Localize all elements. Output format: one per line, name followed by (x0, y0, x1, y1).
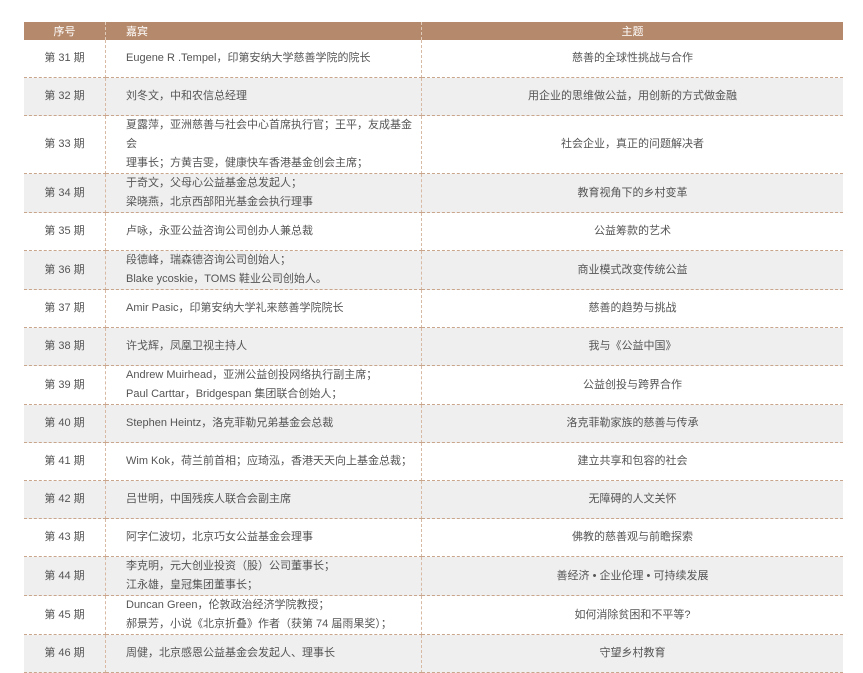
guest-cell: 于奇文，父母心公益基金总发起人； 梁晓燕，北京西部阳光基金会执行理事 (105, 173, 422, 213)
guest-cell: Eugene R .Tempel，印第安纳大学慈善学院的院长 (105, 40, 422, 78)
issue-number: 第 36 期 (24, 250, 106, 290)
table-row: 第 38 期 许戈辉，凤凰卫视主持人 我与《公益中国》 (24, 327, 843, 366)
guest-cell: 阿字仁波切，北京巧女公益基金会理事 (105, 518, 422, 557)
header-topic: 主题 (421, 22, 843, 40)
table-row: 第 39 期 Andrew Muirhead，亚洲公益创投网络执行副主席； Paul… (24, 365, 843, 405)
table-row: 第 44 期 李克明，元大创业投资（股）公司董事长； 江永雄，皇冠集团董事长； 善经济… (24, 556, 843, 596)
table-row: 第 34 期 于奇文，父母心公益基金总发起人； 梁晓燕，北京西部阳光基金会执行理事 教… (24, 173, 843, 213)
topic: 无障碍的人文关怀 (421, 480, 843, 519)
guest-cell: 夏露萍，亚洲慈善与社会中心首席执行官；王平，友成基金会理事长；方黄吉雯，健康快车… (105, 115, 422, 174)
guest-cell: 段德峰，瑞森德咨询公司创始人； Blake ycoskie，TOMS 鞋业公司创始… (105, 250, 422, 290)
guest-line: 刘冬文，中和农信总经理 (126, 90, 247, 102)
topic: 慈善的趋势与挑战 (421, 289, 843, 328)
table-row: 第 45 期 Duncan Green，伦敦政治经济学院教授； 郝景芳，小说《北京折… (24, 595, 843, 635)
guest-line: Wim Kok，荷兰前首相；应琦泓，香港天天向上基金总裁； (126, 455, 412, 467)
guest-cell: Wim Kok，荷兰前首相；应琦泓，香港天天向上基金总裁； (105, 442, 422, 481)
topic: 我与《公益中国》 (421, 327, 843, 366)
issue-number: 第 40 期 (24, 404, 106, 443)
issue-number: 第 41 期 (24, 442, 106, 481)
table-header: 序号 嘉宾 主题 (24, 22, 843, 40)
issue-number: 第 32 期 (24, 77, 106, 116)
guest-cell: Andrew Muirhead，亚洲公益创投网络执行副主席； Paul Cartt… (105, 365, 422, 405)
topic: 善经济 • 企业伦理 • 可持续发展 (421, 556, 843, 596)
topic: 洛克菲勒家族的慈善与传承 (421, 404, 843, 443)
guest-cell: 许戈辉，凤凰卫视主持人 (105, 327, 422, 366)
guest-line: 阿字仁波切，北京巧女公益基金会理事 (126, 531, 313, 543)
issue-number: 第 31 期 (24, 40, 106, 78)
topic: 社会企业，真正的问题解决者 (421, 115, 843, 174)
guest-line: 于奇文，父母心公益基金总发起人； (126, 177, 302, 189)
topic: 佛教的慈善观与前瞻探索 (421, 518, 843, 557)
guest-line: 梁晓燕，北京西部阳光基金会执行理事 (126, 196, 313, 208)
guest-cell: Stephen Heintz，洛克菲勒兄弟基金会总裁 (105, 404, 422, 443)
issue-number: 第 43 期 (24, 518, 106, 557)
guest-cell: 卢咏，永亚公益咨询公司创办人兼总裁 (105, 212, 422, 251)
guest-cell: 刘冬文，中和农信总经理 (105, 77, 422, 116)
issue-number: 第 34 期 (24, 173, 106, 213)
topic: 教育视角下的乡村变革 (421, 173, 843, 213)
guest-line: 吕世明，中国残疾人联合会副主席 (126, 493, 291, 505)
issue-number: 第 33 期 (24, 115, 106, 174)
lecture-table: 序号 嘉宾 主题 第 31 期 Eugene R .Tempel，印第安纳大学慈善… (24, 22, 843, 673)
issue-number: 第 35 期 (24, 212, 106, 251)
topic: 慈善的全球性挑战与合作 (421, 40, 843, 78)
table-row: 第 32 期 刘冬文，中和农信总经理 用企业的思维做公益，用创新的方式做金融 (24, 77, 843, 116)
guest-line: Amir Pasic，印第安纳大学礼来慈善学院院长 (126, 302, 344, 314)
guest-line: 周健，北京感恩公益基金会发起人、理事长 (126, 647, 335, 659)
guest-line: Stephen Heintz，洛克菲勒兄弟基金会总裁 (126, 417, 334, 429)
guest-line: Paul Carttar，Bridgespan 集团联合创始人； (126, 388, 343, 400)
issue-number: 第 42 期 (24, 480, 106, 519)
table-row: 第 42 期 吕世明，中国残疾人联合会副主席 无障碍的人文关怀 (24, 480, 843, 519)
issue-number: 第 44 期 (24, 556, 106, 596)
topic: 建立共享和包容的社会 (421, 442, 843, 481)
guest-line: 许戈辉，凤凰卫视主持人 (126, 340, 247, 352)
table-row: 第 35 期 卢咏，永亚公益咨询公司创办人兼总裁 公益筹款的艺术 (24, 212, 843, 251)
table-row: 第 31 期 Eugene R .Tempel，印第安纳大学慈善学院的院长 慈善的全… (24, 40, 843, 78)
guest-line: Andrew Muirhead，亚洲公益创投网络执行副主席； (126, 369, 378, 381)
topic: 如何消除贫困和不平等? (421, 595, 843, 635)
topic: 公益筹款的艺术 (421, 212, 843, 251)
issue-number: 第 38 期 (24, 327, 106, 366)
guest-line: Duncan Green，伦敦政治经济学院教授； (126, 599, 330, 611)
topic: 用企业的思维做公益，用创新的方式做金融 (421, 77, 843, 116)
table-row: 第 37 期 Amir Pasic，印第安纳大学礼来慈善学院院长 慈善的趋势与挑战 (24, 289, 843, 328)
table-row: 第 33 期夏露萍，亚洲慈善与社会中心首席执行官；王平，友成基金会理事长；方黄吉… (24, 115, 843, 174)
table-row: 第 41 期 Wim Kok，荷兰前首相；应琦泓，香港天天向上基金总裁； 建立共享和… (24, 442, 843, 481)
guest-cell: 吕世明，中国残疾人联合会副主席 (105, 480, 422, 519)
issue-number: 第 39 期 (24, 365, 106, 405)
guest-line: Blake ycoskie，TOMS 鞋业公司创始人。 (126, 273, 327, 285)
topic: 公益创投与跨界合作 (421, 365, 843, 405)
guest-cell: 李克明，元大创业投资（股）公司董事长； 江永雄，皇冠集团董事长； (105, 556, 422, 596)
guest-cell: Amir Pasic，印第安纳大学礼来慈善学院院长 (105, 289, 422, 328)
guest-line: 夏露萍，亚洲慈善与社会中心首席执行官；王平，友成基金会 (126, 119, 412, 150)
issue-number: 第 45 期 (24, 595, 106, 635)
guest-line: 李克明，元大创业投资（股）公司董事长； (126, 560, 335, 572)
topic: 商业模式改变传统公益 (421, 250, 843, 290)
guest-line: 郝景芳，小说《北京折叠》作者（获第 74 届雨果奖）； (126, 618, 392, 630)
guest-line: 卢咏，永亚公益咨询公司创办人兼总裁 (126, 225, 313, 237)
guest-line: 理事长；方黄吉雯，健康快车香港基金创会主席； (126, 157, 368, 169)
table-row: 第 40 期 Stephen Heintz，洛克菲勒兄弟基金会总裁 洛克菲勒家族的慈… (24, 404, 843, 443)
guest-line: 段德峰，瑞森德咨询公司创始人； (126, 254, 291, 266)
issue-number: 第 37 期 (24, 289, 106, 328)
table-row: 第 36 期 段德峰，瑞森德咨询公司创始人； Blake ycoskie，TOMS … (24, 250, 843, 290)
guest-line: 江永雄，皇冠集团董事长； (126, 579, 258, 591)
guest-cell: Duncan Green，伦敦政治经济学院教授； 郝景芳，小说《北京折叠》作者（获… (105, 595, 422, 635)
guest-line: Eugene R .Tempel，印第安纳大学慈善学院的院长 (126, 52, 371, 64)
header-num: 序号 (24, 22, 106, 40)
header-guest: 嘉宾 (105, 22, 422, 40)
table-row: 第 43 期 阿字仁波切，北京巧女公益基金会理事 佛教的慈善观与前瞻探索 (24, 518, 843, 557)
